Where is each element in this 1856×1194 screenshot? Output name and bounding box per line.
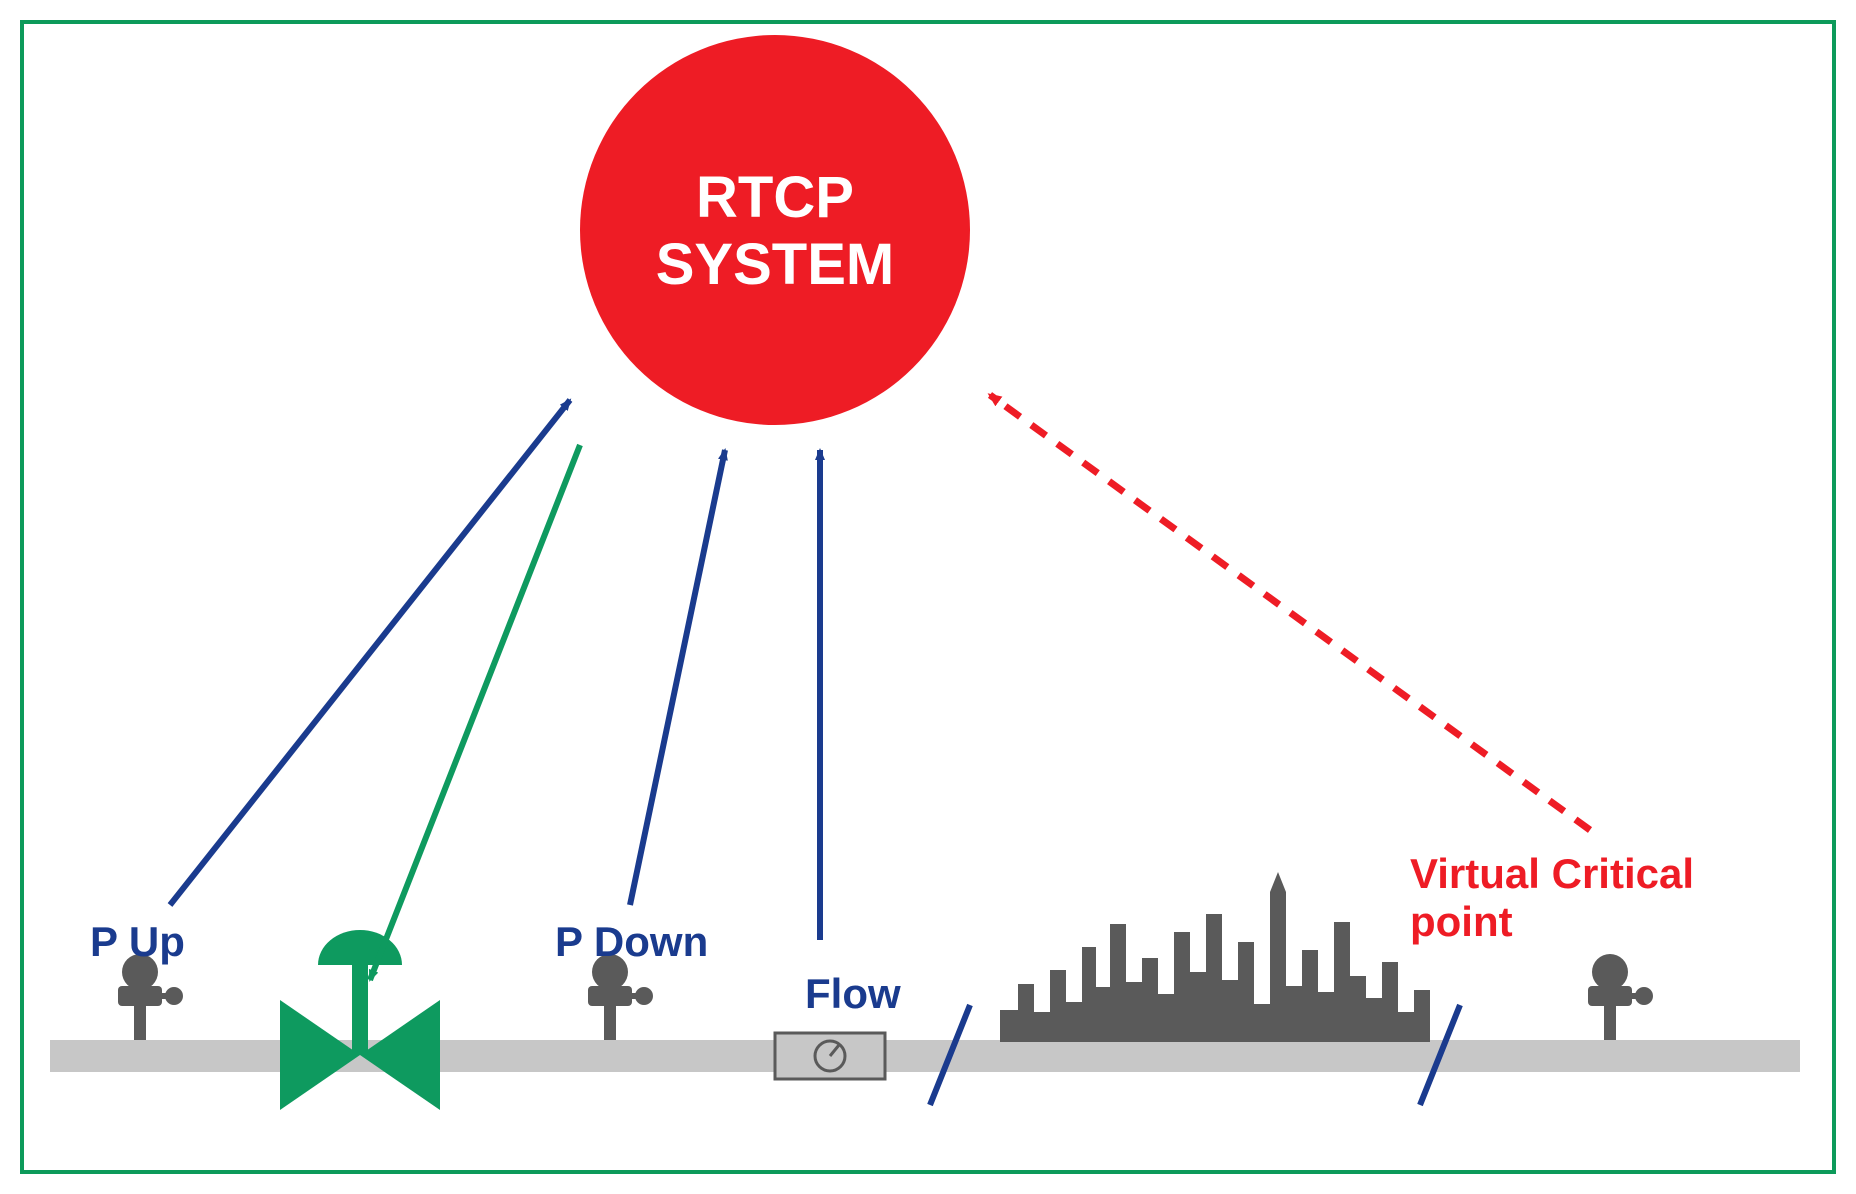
gauge-vcp-icon [1588,954,1653,1040]
flow-meter-icon [775,1033,885,1079]
label-p-up: P Up [90,918,185,966]
label-flow: Flow [805,970,901,1018]
gauge-pdown-icon [588,954,653,1040]
label-vcp-line2: point [1410,898,1694,946]
arrow-pup-to-rtcp [170,400,570,905]
label-vcp: Virtual Critical point [1410,850,1694,947]
rtcp-label-line2: SYSTEM [580,232,970,299]
city-skyline-icon [1000,872,1430,1042]
label-p-down: P Down [555,918,708,966]
rtcp-label-line1: RTCP [580,165,970,232]
label-vcp-line1: Virtual Critical [1410,850,1694,898]
rtcp-label: RTCP SYSTEM [580,165,970,298]
gauge-pup-icon [118,954,183,1040]
arrow-pdown-to-rtcp [630,450,725,905]
control-valve-icon [280,930,440,1110]
arrow-vcp-to-rtcp [990,395,1590,830]
arrow-rtcp-to-valve [370,445,580,980]
